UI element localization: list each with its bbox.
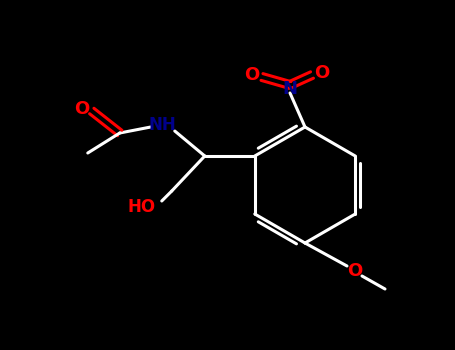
Text: N: N xyxy=(283,80,298,98)
Text: O: O xyxy=(244,66,260,84)
Text: O: O xyxy=(74,100,89,118)
Text: O: O xyxy=(314,64,329,82)
Text: HO: HO xyxy=(128,198,156,216)
Text: O: O xyxy=(347,262,363,280)
Text: NH: NH xyxy=(149,116,177,134)
